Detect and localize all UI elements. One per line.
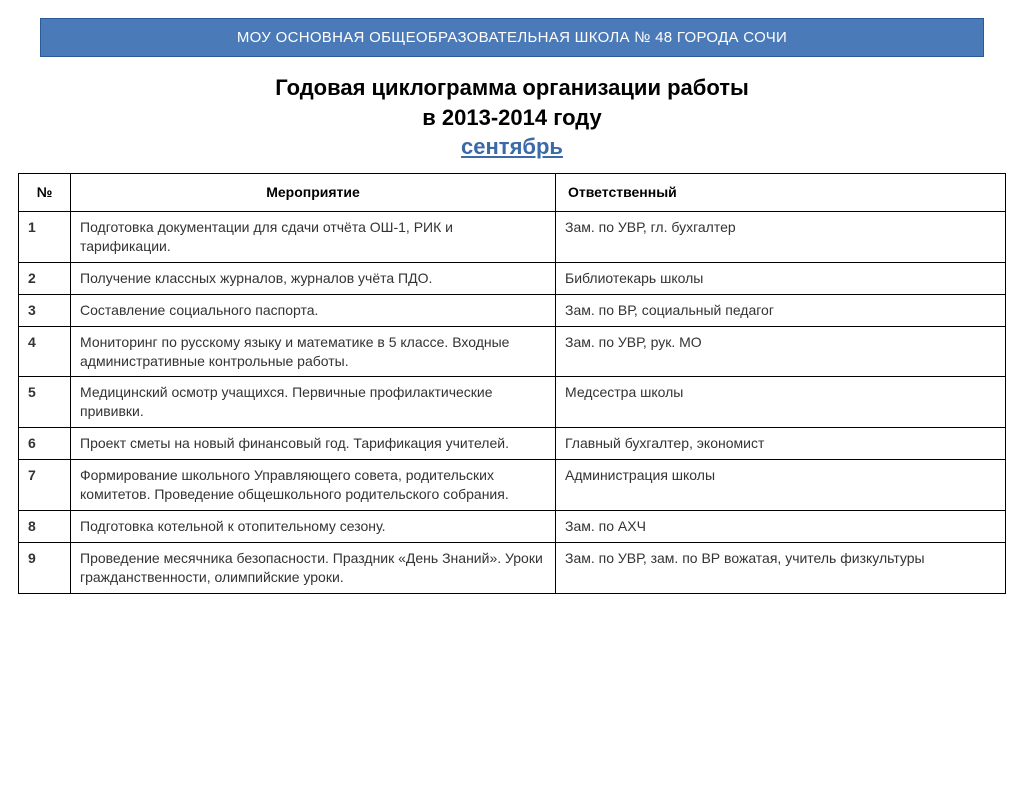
title-line2: в 2013-2014 году <box>40 103 984 133</box>
table-row: 1Подготовка документации для сдачи отчёт… <box>19 212 1006 263</box>
subtitle-month: сентябрь <box>40 132 984 163</box>
cell-num: 8 <box>19 510 71 542</box>
cell-event: Медицинский осмотр учащихся. Первичные п… <box>71 377 556 428</box>
table-row: 8Подготовка котельной к отопительному се… <box>19 510 1006 542</box>
cell-responsible: Библиотекарь школы <box>556 262 1006 294</box>
cell-event: Подготовка котельной к отопительному сез… <box>71 510 556 542</box>
table-header-row: № Мероприятие Ответственный <box>19 174 1006 212</box>
table-row: 4Мониторинг по русскому языку и математи… <box>19 326 1006 377</box>
cell-responsible: Зам. по ВР, социальный педагог <box>556 294 1006 326</box>
cell-event: Формирование школьного Управляющего сове… <box>71 460 556 511</box>
cell-event: Проведение месячника безопасности. Празд… <box>71 542 556 593</box>
cell-num: 3 <box>19 294 71 326</box>
cell-num: 1 <box>19 212 71 263</box>
table-row: 5Медицинский осмотр учащихся. Первичные … <box>19 377 1006 428</box>
cell-responsible: Главный бухгалтер, экономист <box>556 428 1006 460</box>
cell-event: Мониторинг по русскому языку и математик… <box>71 326 556 377</box>
table-row: 6Проект сметы на новый финансовый год. Т… <box>19 428 1006 460</box>
title-line1: Годовая циклограмма организации работы <box>40 73 984 103</box>
org-header-bar: МОУ ОСНОВНАЯ ОБЩЕОБРАЗОВАТЕЛЬНАЯ ШКОЛА №… <box>40 18 984 57</box>
cell-responsible: Зам. по УВР, зам. по ВР вожатая, учитель… <box>556 542 1006 593</box>
cell-num: 5 <box>19 377 71 428</box>
cell-responsible: Зам. по АХЧ <box>556 510 1006 542</box>
col-header-num: № <box>19 174 71 212</box>
title-block: Годовая циклограмма организации работы в… <box>40 73 984 163</box>
table-row: 9Проведение месячника безопасности. Праз… <box>19 542 1006 593</box>
col-header-responsible: Ответственный <box>556 174 1006 212</box>
table-body: 1Подготовка документации для сдачи отчёт… <box>19 212 1006 593</box>
cell-responsible: Зам. по УВР, гл. бухгалтер <box>556 212 1006 263</box>
table-row: 7Формирование школьного Управляющего сов… <box>19 460 1006 511</box>
cell-responsible: Зам. по УВР, рук. МО <box>556 326 1006 377</box>
cell-num: 4 <box>19 326 71 377</box>
schedule-table: № Мероприятие Ответственный 1Подготовка … <box>18 173 1006 593</box>
cell-event: Подготовка документации для сдачи отчёта… <box>71 212 556 263</box>
cell-event: Составление социального паспорта. <box>71 294 556 326</box>
cell-responsible: Медсестра школы <box>556 377 1006 428</box>
cell-num: 2 <box>19 262 71 294</box>
cell-event: Получение классных журналов, журналов уч… <box>71 262 556 294</box>
table-row: 2Получение классных журналов, журналов у… <box>19 262 1006 294</box>
cell-num: 7 <box>19 460 71 511</box>
col-header-event: Мероприятие <box>71 174 556 212</box>
cell-responsible: Администрация школы <box>556 460 1006 511</box>
org-name: МОУ ОСНОВНАЯ ОБЩЕОБРАЗОВАТЕЛЬНАЯ ШКОЛА №… <box>237 29 787 46</box>
cell-num: 6 <box>19 428 71 460</box>
table-row: 3Составление социального паспорта.Зам. п… <box>19 294 1006 326</box>
cell-num: 9 <box>19 542 71 593</box>
cell-event: Проект сметы на новый финансовый год. Та… <box>71 428 556 460</box>
